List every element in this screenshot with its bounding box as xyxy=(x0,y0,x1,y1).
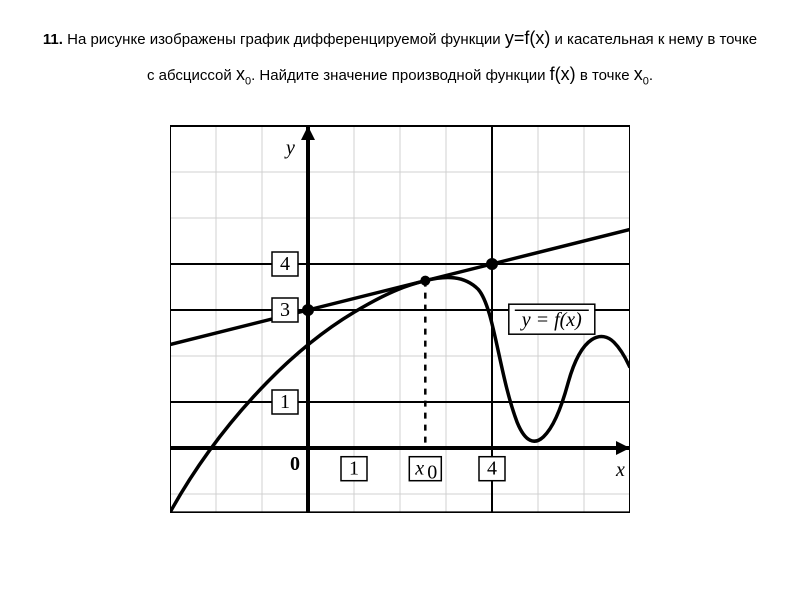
problem-number: 11. xyxy=(43,31,63,48)
svg-text:4: 4 xyxy=(280,253,290,275)
svg-text:0: 0 xyxy=(427,461,437,483)
derivative-chart: yx043114x0y = f(x) xyxy=(170,103,630,513)
expr3: f(x) xyxy=(550,64,576,84)
chart-container: yx043114x0y = f(x) xyxy=(40,103,760,513)
svg-text:1: 1 xyxy=(280,391,290,413)
text4: в точке xyxy=(580,67,634,84)
expr2: x0 xyxy=(236,64,251,84)
svg-text:3: 3 xyxy=(280,299,290,321)
expr1: y=f(x) xyxy=(505,28,551,48)
svg-text:x: x xyxy=(414,457,424,479)
svg-text:4: 4 xyxy=(487,457,497,479)
svg-text:y: y xyxy=(284,137,295,159)
problem-statement: 11. На рисунке изображены график диффере… xyxy=(40,20,760,93)
svg-text:0: 0 xyxy=(290,453,300,475)
text3: . Найдите значение производной функции xyxy=(251,67,550,84)
svg-text:y = f(x): y = f(x) xyxy=(520,309,582,331)
expr4: x0 xyxy=(634,64,649,84)
text1: На рисунке изображены график дифференцир… xyxy=(67,31,505,48)
svg-text:x: x xyxy=(615,459,625,481)
svg-text:1: 1 xyxy=(349,457,359,479)
text5: . xyxy=(649,67,653,84)
